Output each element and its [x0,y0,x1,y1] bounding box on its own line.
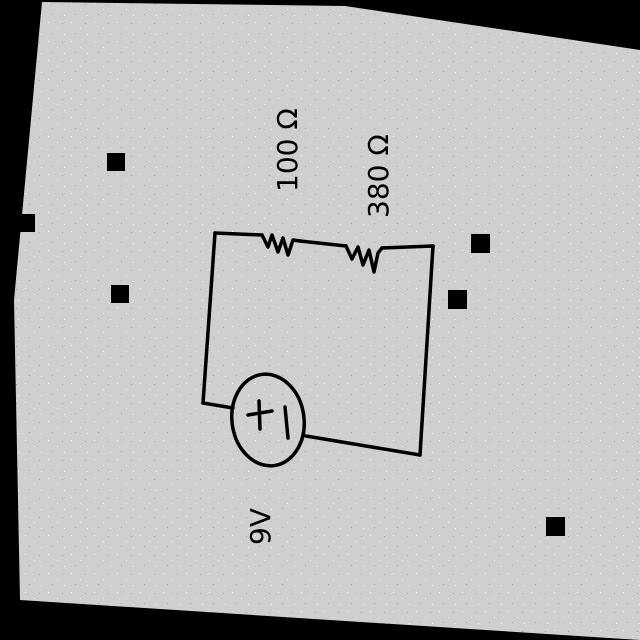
registration-mark [546,517,565,536]
voltage-source [230,372,306,468]
registration-marks [18,153,565,536]
circuit-wires [201,231,435,457]
plus-sign-icon [246,399,274,431]
resistor-1-symbol [260,233,302,257]
wire-right [418,244,435,457]
registration-mark [18,214,35,232]
wire-left [201,231,217,405]
wire-top-left [213,231,264,237]
registration-mark [107,153,125,171]
wire-left-to-source [201,401,235,410]
wire-between-resistors [298,239,348,248]
resistor-2-label: 380 Ω [362,134,395,218]
resistor-2-symbol [344,244,384,274]
registration-mark [448,290,467,309]
wire-top-right [380,244,435,250]
paper-texture [14,2,640,640]
source-circle [230,372,306,468]
registration-mark [111,285,129,303]
minus-terminal-icon [283,405,290,440]
source-voltage-label: 9V [244,508,277,545]
wire-bottom [304,434,422,457]
registration-mark [471,234,490,253]
resistor-1-label: 100 Ω [271,108,304,192]
